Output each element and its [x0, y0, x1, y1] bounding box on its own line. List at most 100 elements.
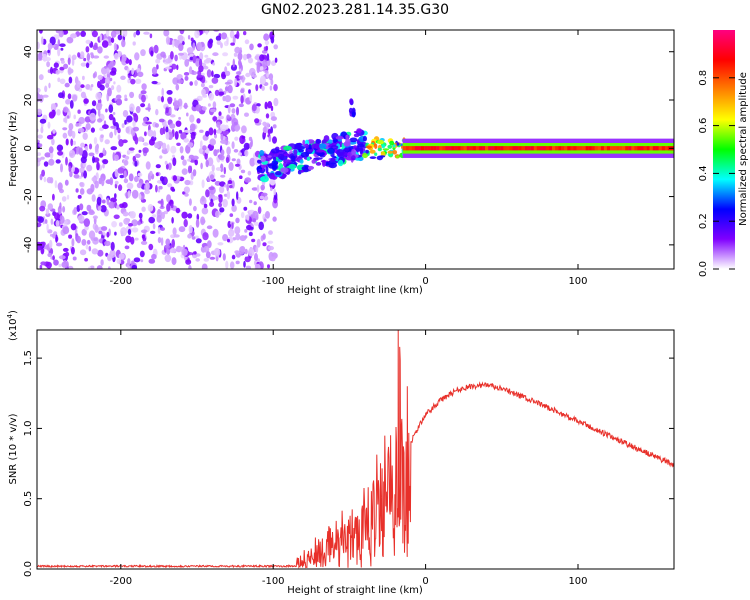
onset-cell [330, 157, 336, 162]
noise-cell [201, 195, 205, 202]
noise-cell [220, 174, 226, 178]
trail-core-cell [512, 146, 516, 151]
noise-cell [141, 94, 146, 103]
noise-cell [109, 77, 113, 82]
noise-cell [210, 108, 216, 113]
noise-cell [110, 241, 115, 251]
noise-cell [230, 64, 238, 71]
noise-cell [109, 132, 113, 139]
noise-cell [72, 94, 78, 102]
y-tick-label: 1.0 [23, 420, 34, 436]
noise-cell [272, 124, 277, 129]
noise-cell [81, 239, 87, 246]
trail-core-cell [640, 146, 644, 151]
noise-cell [189, 81, 193, 86]
noise-cell [218, 154, 225, 161]
colorbar-tick-label: 0.8 [698, 70, 709, 86]
trail-core-cell [588, 146, 592, 151]
noise-cell [248, 231, 253, 237]
onset-cell [307, 149, 314, 152]
noise-cell [259, 54, 265, 62]
noise-cell [157, 208, 161, 215]
noise-cell [42, 94, 49, 98]
onset-cell [297, 149, 305, 153]
noise-cell [170, 114, 176, 118]
noise-cell [194, 235, 199, 239]
noise-cell [196, 118, 201, 124]
onset-cell [333, 138, 338, 143]
noise-cell [262, 242, 267, 247]
noise-cell [243, 206, 248, 211]
noise-cell [170, 51, 174, 60]
noise-cell [177, 34, 184, 41]
trail-core-cell [457, 146, 461, 151]
noise-cell [208, 92, 215, 101]
noise-cell [104, 240, 111, 247]
noise-cell [62, 127, 68, 131]
noise-cell [137, 221, 141, 226]
noise-cell [125, 126, 130, 134]
noise-cell [151, 214, 157, 218]
noise-cell [216, 40, 222, 46]
trail-core-cell [503, 146, 507, 151]
transition-cell [377, 139, 384, 145]
noise-cell [40, 126, 44, 134]
noise-cell [40, 156, 45, 160]
noise-cell [61, 261, 69, 268]
onset-cell [290, 155, 296, 163]
x-tick-label: -100 [262, 576, 285, 587]
noise-cell [165, 163, 169, 170]
noise-cell [122, 110, 129, 118]
noise-cell [90, 52, 94, 56]
trail-core-cell [579, 146, 583, 151]
noise-cell [95, 103, 102, 111]
noise-cell [229, 184, 233, 189]
noise-cell [175, 83, 180, 91]
noise-cell [208, 85, 214, 89]
onset-cell [304, 143, 310, 149]
noise-cell [37, 157, 42, 163]
noise-cell [216, 149, 220, 153]
noise-cell [62, 132, 68, 139]
noise-cell [208, 186, 215, 191]
trail-core-cell [433, 146, 437, 151]
noise-cell [57, 182, 63, 191]
noise-cell [251, 104, 257, 112]
noise-cell [239, 175, 243, 179]
noise-cell [187, 233, 192, 239]
noise-cell [247, 248, 255, 257]
noise-cell [49, 177, 54, 184]
noise-cell [37, 216, 45, 224]
noise-cell [101, 226, 108, 231]
trail-core-cell [478, 146, 483, 151]
noise-cell [65, 138, 69, 146]
noise-cell [200, 82, 205, 88]
noise-cell [69, 171, 73, 178]
onset-cell [288, 163, 297, 170]
noise-cell [176, 64, 179, 71]
noise-cell [229, 103, 236, 108]
onset-cell [294, 142, 302, 151]
noise-cell [136, 182, 142, 189]
noise-cell [55, 220, 60, 227]
chart-title: GN02.2023.281.14.35.G30 [261, 2, 449, 18]
noise-cell [189, 114, 195, 123]
noise-cell [199, 52, 204, 61]
noise-cell [243, 142, 250, 150]
noise-cell [71, 54, 77, 61]
noise-cell [37, 241, 43, 251]
noise-cell [217, 242, 224, 246]
noise-cell [219, 207, 225, 213]
spectrogram-y-label: Frequency (Hz) [8, 111, 19, 187]
noise-cell [268, 230, 273, 235]
noise-cell [161, 211, 166, 220]
trail-core-cell [539, 146, 544, 151]
snr-y-scale: (x104) [6, 310, 19, 341]
noise-cell [231, 204, 237, 212]
noise-cell [199, 129, 204, 133]
noise-cell [114, 183, 118, 189]
snr-frame [36, 329, 675, 570]
onset-cell [308, 144, 312, 150]
noise-cell [127, 190, 131, 198]
